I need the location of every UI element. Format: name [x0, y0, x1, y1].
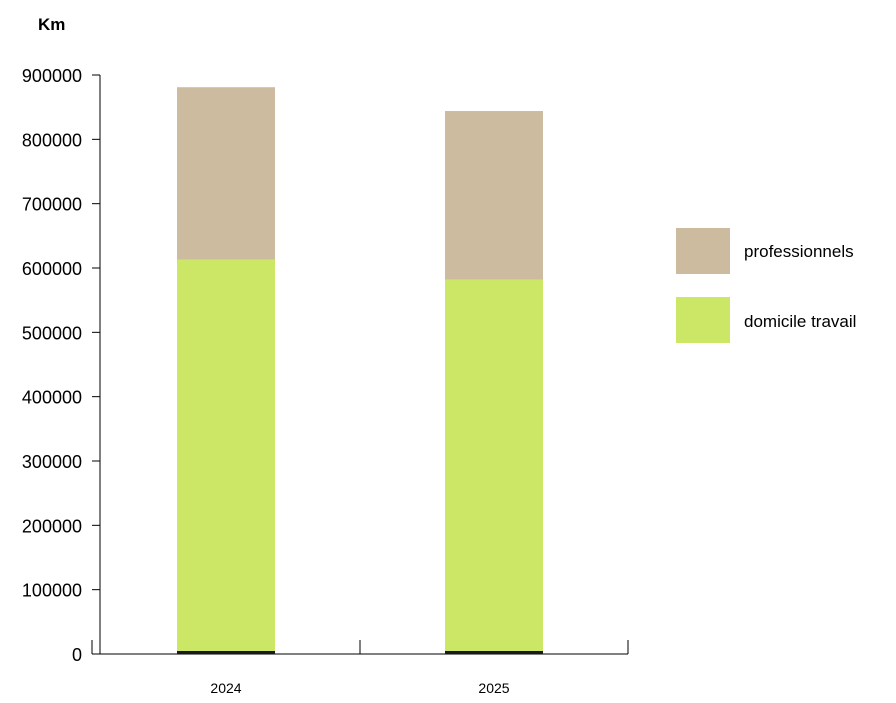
legend-label-professionnels: professionnels — [744, 242, 854, 261]
y-tick-label: 100000 — [22, 581, 82, 601]
y-tick-label: 900000 — [22, 66, 82, 86]
bar-domicile-travail-2025 — [445, 279, 543, 654]
bars-group — [177, 87, 543, 654]
y-axis: 0 100000 200000 300000 400000 500000 600000 700… — [22, 66, 101, 665]
y-tick-label: 0 — [72, 645, 82, 665]
x-tick-label: 2025 — [478, 680, 509, 696]
x-axis: 2024 2025 — [91, 640, 629, 696]
bar-domicile-travail-2024 — [177, 259, 275, 654]
bar-baseline-2024 — [177, 651, 275, 654]
legend-label-domicile-travail: domicile travail — [744, 312, 856, 331]
bar-professionnels-2024 — [177, 87, 275, 260]
x-tick-label: 2024 — [210, 680, 241, 696]
y-tick-label: 700000 — [22, 195, 82, 215]
y-tick-label: 400000 — [22, 388, 82, 408]
y-tick-label: 500000 — [22, 323, 82, 343]
legend: professionnels domicile travail — [676, 228, 856, 343]
legend-swatch-professionnels — [676, 228, 730, 274]
bar-baseline-2025 — [445, 651, 543, 654]
y-axis-unit-label: Km — [38, 15, 65, 34]
y-tick-label: 800000 — [22, 130, 82, 150]
legend-swatch-domicile-travail — [676, 297, 730, 343]
y-tick-label: 200000 — [22, 516, 82, 536]
bar-professionnels-2025 — [445, 111, 543, 280]
y-tick-label: 600000 — [22, 259, 82, 279]
y-tick-label: 300000 — [22, 452, 82, 472]
